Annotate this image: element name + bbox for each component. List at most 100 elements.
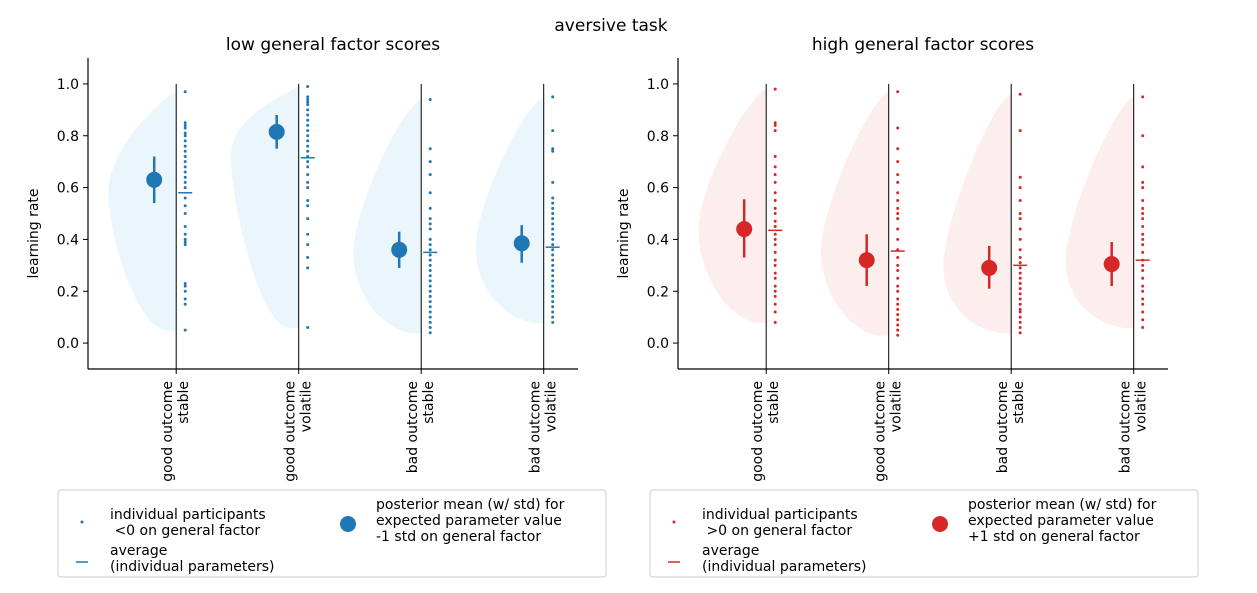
individual-point	[551, 95, 555, 99]
individual-point	[551, 149, 555, 153]
individual-point	[896, 297, 900, 301]
individual-point	[551, 196, 555, 200]
x-tick-label: good outcomevolatile	[283, 381, 315, 482]
individual-point	[428, 320, 432, 324]
violin-shape	[820, 90, 890, 336]
x-tick-label: bad outcomestable	[995, 381, 1027, 473]
panels: low general factor scores 0.0 0.2 0.4 0.6 0.8…	[26, 35, 1168, 482]
individual-point	[183, 154, 187, 158]
individual-point	[428, 227, 432, 231]
individual-point	[896, 269, 900, 273]
individual-point	[183, 232, 187, 236]
individual-point	[1018, 276, 1022, 280]
individual-point	[428, 300, 432, 304]
individual-point	[428, 253, 432, 257]
individual-point	[183, 237, 187, 241]
individual-point	[1018, 261, 1022, 265]
legend-1: individual participants >0 on general fa…	[649, 489, 1199, 578]
individual-point	[306, 144, 310, 148]
individual-point	[306, 149, 310, 153]
violin-shape	[943, 93, 1012, 334]
individual-point	[773, 302, 777, 306]
individual-point	[1018, 271, 1022, 275]
individual-point	[183, 204, 187, 208]
individual-point	[773, 320, 777, 324]
individual-point	[896, 206, 900, 210]
individual-point	[306, 118, 310, 122]
y-tick-label: 0.8	[647, 129, 669, 145]
posterior-mean-marker	[513, 235, 530, 252]
individual-point	[551, 180, 555, 184]
legend-label: posterior mean (w/ std) for expected para…	[968, 497, 1157, 545]
individual-point	[183, 123, 187, 127]
individual-point	[306, 85, 310, 89]
individual-point	[551, 263, 555, 267]
individual-point	[896, 333, 900, 337]
individual-point	[428, 331, 432, 335]
panel-title: high general factor scores	[812, 35, 1034, 55]
individual-point	[551, 248, 555, 252]
individual-point	[551, 147, 555, 151]
individual-point	[896, 199, 900, 203]
violin-shape	[108, 90, 177, 331]
individual-point	[896, 126, 900, 130]
panel-0: low general factor scores 0.0 0.2 0.4 0.6 0.8…	[26, 35, 578, 482]
posterior-mean-marker	[391, 241, 408, 258]
individual-point	[773, 154, 777, 158]
legend-circle-marker	[340, 516, 356, 532]
violin-shape	[1065, 95, 1135, 329]
individual-point	[183, 160, 187, 164]
individual-point	[306, 243, 310, 247]
legend-label: average (individual parameters)	[702, 543, 867, 575]
individual-point	[1018, 310, 1022, 314]
individual-point	[1141, 212, 1145, 215]
individual-point	[306, 165, 310, 169]
individual-point	[183, 302, 187, 306]
individual-point	[551, 320, 555, 324]
figure-suptitle: aversive task	[554, 16, 667, 36]
individual-point	[1018, 287, 1022, 291]
individual-point	[183, 297, 187, 301]
individual-point	[1018, 256, 1022, 260]
individual-point	[183, 139, 187, 143]
individual-point	[1018, 199, 1022, 203]
individual-point	[1141, 310, 1145, 314]
individual-point	[183, 134, 187, 138]
violin-shape	[230, 85, 300, 329]
individual-point	[1141, 284, 1145, 288]
individual-point	[896, 160, 900, 164]
individual-point	[1018, 129, 1022, 133]
individual-point	[551, 222, 555, 226]
individual-point	[773, 243, 777, 247]
individual-point	[896, 307, 900, 311]
y-axis-label: learning rate	[616, 188, 632, 278]
individual-point	[1018, 331, 1022, 335]
individual-point	[1018, 326, 1022, 330]
individual-point	[551, 310, 555, 314]
individual-point	[896, 318, 900, 322]
individual-point	[428, 310, 432, 314]
individual-point	[1141, 276, 1145, 280]
individual-point	[1141, 186, 1145, 190]
individual-point	[306, 139, 310, 143]
individual-point	[1141, 95, 1145, 99]
individual-point	[1018, 175, 1022, 179]
y-tick-label: 1.0	[647, 77, 669, 93]
individual-point	[428, 243, 432, 247]
individual-point	[1018, 227, 1022, 231]
individual-point	[1141, 250, 1145, 254]
violin-shape	[698, 88, 767, 323]
individual-point	[773, 258, 777, 262]
legend-frame	[649, 489, 1199, 578]
individual-point	[428, 173, 432, 177]
individual-point	[551, 258, 555, 262]
individual-point	[1141, 297, 1145, 301]
individual-point	[183, 131, 187, 135]
individual-point	[1018, 217, 1022, 221]
individual-point	[183, 284, 187, 288]
individual-point	[773, 250, 777, 254]
individual-point	[428, 217, 432, 221]
individual-point	[1018, 320, 1022, 324]
individual-point	[306, 266, 310, 270]
individual-point	[551, 232, 555, 236]
